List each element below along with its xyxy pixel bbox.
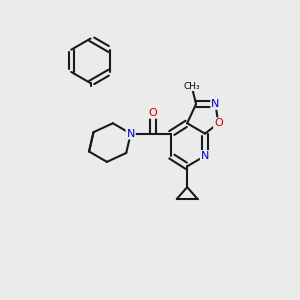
- Text: N: N: [211, 99, 220, 109]
- Text: O: O: [214, 118, 223, 128]
- Text: N: N: [201, 151, 209, 161]
- Text: CH₃: CH₃: [183, 82, 200, 91]
- Text: N: N: [127, 129, 135, 139]
- Text: O: O: [148, 108, 157, 118]
